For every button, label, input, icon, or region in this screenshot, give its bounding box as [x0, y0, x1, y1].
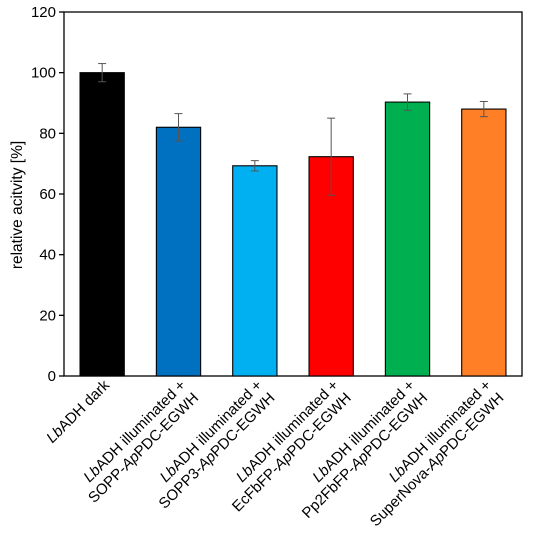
y-tick-label: 120	[31, 4, 56, 21]
chart-bars	[79, 72, 507, 377]
bar	[461, 108, 507, 377]
bar	[232, 165, 278, 377]
y-tick-label: 0	[48, 368, 56, 385]
y-tick-label: 20	[39, 307, 56, 324]
bar	[384, 101, 431, 377]
bar	[155, 126, 202, 377]
x-tick-label-line: LbADH dark	[43, 376, 113, 446]
x-tick-label: LbADH dark	[43, 376, 113, 446]
y-tick-label: 80	[39, 125, 56, 142]
y-axis-label: relative acitvity [%]	[9, 141, 26, 269]
y-tick-label: 60	[39, 186, 56, 203]
x-tick-label-part: ADH dark	[55, 376, 113, 434]
y-tick-label: 40	[39, 247, 56, 264]
y-tick-label: 100	[31, 65, 56, 82]
chart-error-bars	[98, 63, 488, 196]
y-axis-ticks: 0 20 40 60 80 100 120	[31, 4, 64, 385]
plot-frame	[63, 11, 523, 377]
bar	[79, 72, 125, 377]
chart-axes	[63, 11, 523, 377]
